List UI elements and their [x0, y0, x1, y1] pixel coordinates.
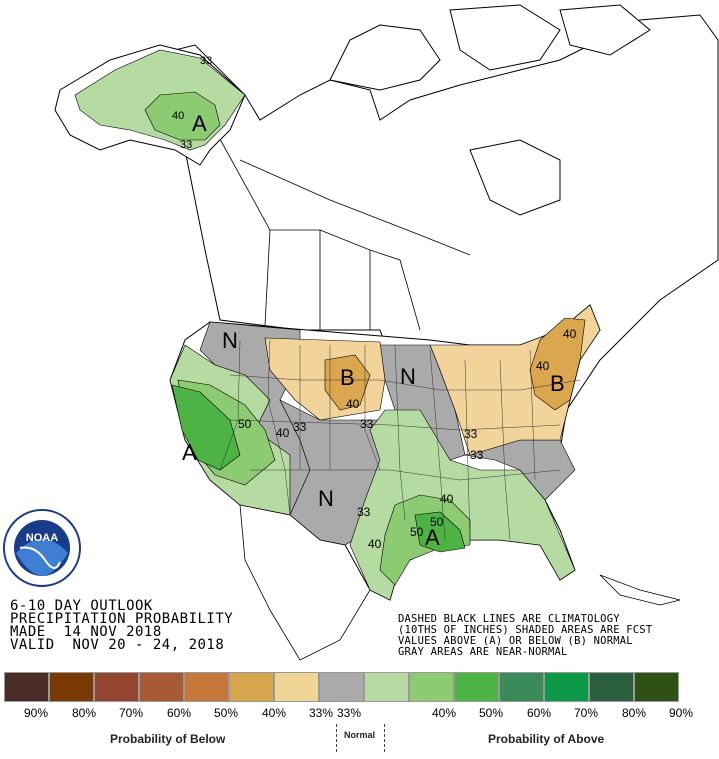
legend-percent: 70%: [118, 706, 144, 720]
province-borders: [214, 129, 471, 331]
label-alaska-33b: 33: [180, 139, 192, 151]
title-line-4: VALID NOV 20 - 24, 2018: [10, 637, 225, 653]
gulf-above-50: [414, 511, 466, 553]
label-gulf-50: 50: [410, 525, 424, 539]
title-line-2: PRECIPITATION PROBABILITY: [10, 611, 234, 627]
west-above-50: [171, 384, 241, 471]
label-alaska-A: A: [192, 111, 207, 136]
label-gulf-50b: 50: [430, 515, 444, 529]
label-plains-B: B: [340, 365, 355, 390]
legend-normal-divider-right: [384, 724, 385, 752]
label-west-A: A: [182, 440, 197, 465]
legend-notes: DASHED BLACK LINES ARE CLIMATOLOGY (10THS…: [398, 614, 652, 658]
plains-below-40: [324, 354, 371, 411]
legend-swatch: [319, 672, 364, 702]
legend-below-label: Probability of Below: [110, 732, 226, 746]
label-gulf-40: 40: [440, 492, 454, 506]
label-ohio-33: 33: [464, 427, 478, 441]
ne-below-40: [529, 317, 586, 411]
precipitation-outlook-map: A 33 40 33 N A 50 40 33 N 33 40 B 40 33 …: [3, 4, 719, 661]
label-mw-N: N: [400, 364, 416, 389]
legend-normal-divider-left: [336, 724, 337, 752]
arctic-islands: [329, 4, 651, 216]
legend-above-label: Probability of Above: [488, 732, 605, 746]
alaska-above-40: [144, 91, 221, 141]
noaa-logo-text: NOAA: [26, 532, 58, 544]
label-alaska-33: 33: [200, 55, 212, 67]
label-ohio-33b: 33: [470, 448, 484, 462]
legend-swatch: [229, 672, 274, 702]
mexico-outline: [239, 504, 681, 661]
legend-percent: 50%: [213, 706, 239, 720]
legend-normal-label: Normal: [344, 730, 376, 740]
alaska: [54, 44, 246, 166]
title-line-1: 6-10 DAY OUTLOOK: [10, 598, 153, 614]
legend-percent: 80%: [621, 706, 647, 720]
legend-swatch: [139, 672, 184, 702]
noaa-logo: NOAA: [3, 509, 81, 587]
label-sw-33: 33: [357, 505, 371, 519]
note-line-4: GRAY AREAS ARE NEAR-NORMAL: [398, 646, 568, 658]
map-labels: A 33 40 33 N A 50 40 33 N 33 40 B 40 33 …: [172, 55, 577, 551]
legend-percent: 40%: [261, 706, 287, 720]
below-normal-areas: [264, 304, 601, 456]
probability-legend: 90% 80% 70% 60% 50% 40% 33% 33% 40% 50% 60% 70% 80% 9…: [0, 672, 719, 759]
label-plains-33: 33: [360, 417, 374, 431]
legend-percent: 60%: [166, 706, 192, 720]
legend-percent: 50%: [478, 706, 504, 720]
legend-swatch: [409, 672, 454, 702]
legend-swatch-row: [4, 672, 679, 704]
label-tx-40: 40: [368, 537, 382, 551]
legend-swatch: [544, 672, 589, 702]
legend-percent: 33%: [308, 706, 334, 720]
legend-swatch: [94, 672, 139, 702]
legend-swatch: [454, 672, 499, 702]
legend-percent: 80%: [71, 706, 97, 720]
label-pnw-N: N: [222, 328, 238, 353]
label-gulf-A: A: [425, 525, 440, 550]
label-alaska-40: 40: [172, 110, 184, 122]
legend-swatch: [589, 672, 634, 702]
label-ne-40: 40: [536, 359, 550, 373]
label-plains-40: 40: [346, 397, 360, 411]
label-sw-N: N: [318, 486, 334, 511]
label-west-50: 50: [238, 417, 252, 431]
legend-percent: 40%: [431, 706, 457, 720]
legend-swatch: [364, 672, 409, 702]
legend-swatch: [634, 672, 679, 702]
note-line-2: (10THS OF INCHES) SHADED AREAS ARE FCST: [398, 624, 653, 636]
state-lines: [219, 339, 581, 541]
note-line-3: VALUES ABOVE (A) OR BELOW (B) NORMAL: [398, 635, 633, 647]
title-line-3: MADE 14 NOV 2018: [10, 624, 162, 640]
note-line-1: DASHED BLACK LINES ARE CLIMATOLOGY: [398, 613, 620, 625]
label-west-33: 33: [293, 420, 307, 434]
legend-swatch: [499, 672, 544, 702]
legend-percent: 33%: [336, 706, 362, 720]
label-west-40: 40: [276, 426, 290, 440]
legend-swatch: [184, 672, 229, 702]
legend-swatch: [274, 672, 319, 702]
label-ne-B: B: [550, 371, 565, 396]
legend-swatch: [49, 672, 94, 702]
above-normal-areas: [169, 344, 576, 601]
legend-percent: 90%: [668, 706, 694, 720]
legend-percent: 90%: [23, 706, 49, 720]
legend-percent: 70%: [573, 706, 599, 720]
outlook-title-block: 6-10 DAY OUTLOOK PRECIPITATION PROBABILIT…: [10, 598, 234, 653]
legend-percent: 60%: [526, 706, 552, 720]
legend-swatch: [4, 672, 49, 702]
label-ne-40b: 40: [563, 327, 577, 341]
